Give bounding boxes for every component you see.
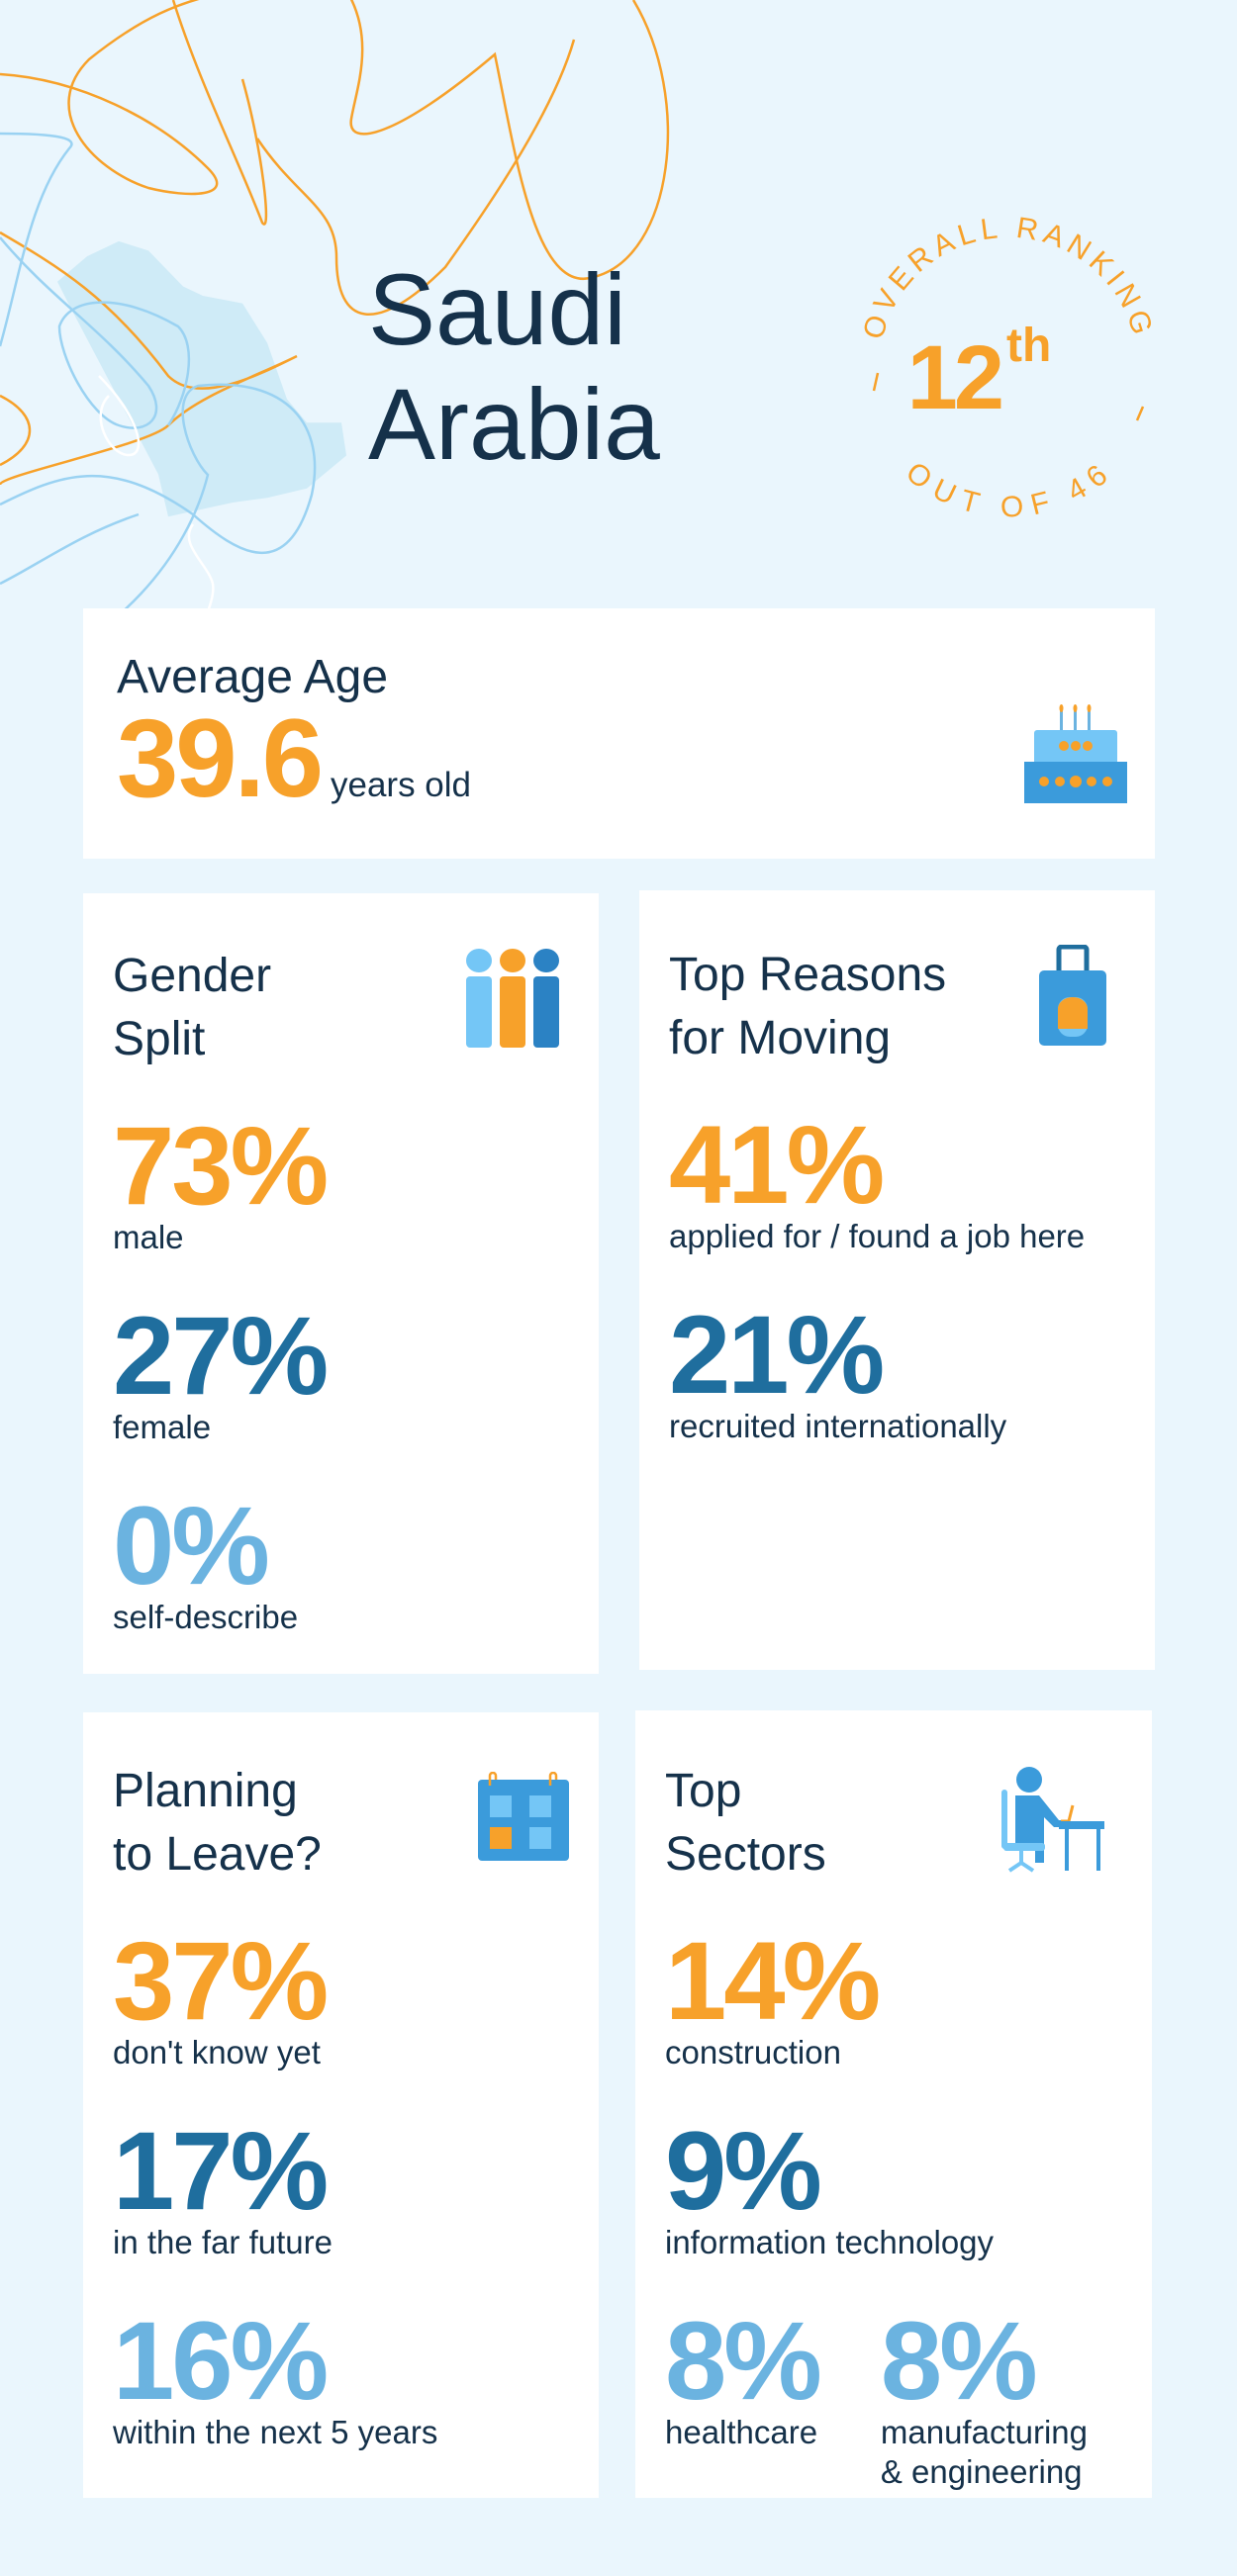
top-reasons-title: Top Reasons for Moving xyxy=(669,949,947,1064)
birthday-cake-icon xyxy=(1024,704,1127,803)
badge-dash-left xyxy=(872,372,880,392)
average-age-unit: years old xyxy=(330,766,472,804)
stat-found-job: 41% applied for / found a job here xyxy=(669,1103,1086,1255)
ranking-bottom-text: OUT OF 46 xyxy=(900,456,1117,519)
average-age-value: 39.6 xyxy=(117,696,324,820)
gender-split-card: Gender Split 73% male 27% female 0% self-des… xyxy=(83,893,599,1674)
title-line-1: Saudi xyxy=(368,253,626,366)
saudi-map-shape xyxy=(57,240,346,517)
stat-manufacturing: 8% manufacturing & engineering xyxy=(880,2299,1088,2491)
ranking-suffix: th xyxy=(1006,320,1051,372)
stats-row-healthcare-manufacturing: 8% healthcare 8% manufacturing & engineerin… xyxy=(665,2299,1122,2492)
gender-split-title: Gender Split xyxy=(113,950,272,1065)
page-title: Saudi Arabia xyxy=(368,252,660,482)
badge-dash-right xyxy=(1135,406,1145,421)
stat-information-technology: 9% information technology xyxy=(665,2109,995,2261)
sectors-title: Top Sectors xyxy=(665,1765,826,1881)
stat-far-future: 17% in the far future xyxy=(113,2109,333,2261)
people-icon xyxy=(466,949,559,1048)
stat-male: 73% male xyxy=(113,1104,329,1256)
average-age-title: Average Age xyxy=(117,651,389,703)
average-age-card: Average Age 39.6 years old xyxy=(83,608,1155,859)
stat-recruited: 21% recruited internationally xyxy=(669,1293,1007,1445)
top-sectors-card: Top Sectors 14% construction 9% information… xyxy=(635,1710,1152,2498)
person-at-desk-icon xyxy=(1001,1767,1104,1873)
title-line-2: Arabia xyxy=(368,368,660,481)
planning-title: Planning to Leave? xyxy=(113,1765,322,1881)
stat-next-5-years: 16% within the next 5 years xyxy=(113,2299,438,2451)
stat-female: 27% female xyxy=(113,1294,329,1446)
planning-to-leave-card: Planning to Leave? 37% don't know yet 17% i… xyxy=(83,1712,599,2498)
overall-ranking-badge: OVERALL RANKING OUT OF 46 12 th xyxy=(857,212,1155,519)
stat-dont-know: 37% don't know yet xyxy=(113,1919,329,2071)
stat-self-describe: 0% self-describe xyxy=(113,1484,299,1636)
suitcase-icon xyxy=(1039,945,1106,1046)
decorative-doodle-and-map xyxy=(0,0,669,613)
stat-healthcare: 8% healthcare xyxy=(665,2299,822,2451)
stat-construction: 14% construction xyxy=(665,1919,881,2071)
top-reasons-card: Top Reasons for Moving 41% applied for / f… xyxy=(639,890,1155,1670)
calendar-icon xyxy=(478,1772,569,1861)
ranking-number: 12 xyxy=(907,327,1001,428)
